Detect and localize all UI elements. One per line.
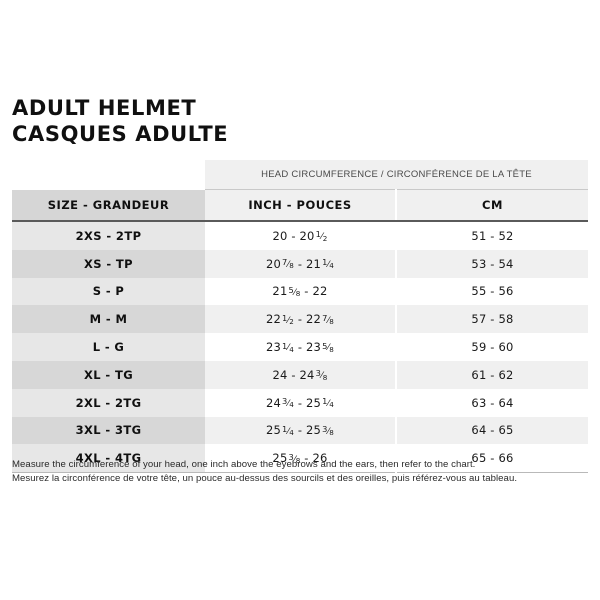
measurement-instructions: Measure the circumference of your head, … [12, 458, 588, 485]
cell-cm: 55 - 56 [396, 277, 588, 306]
instruction-english: Measure the circumference of your head, … [12, 459, 476, 470]
fraction: 3⁄8 [315, 368, 328, 382]
cell-inch: 20 - 201⁄2 [205, 221, 397, 250]
fraction: 1⁄4 [282, 340, 294, 354]
fraction: 3⁄8 [322, 424, 335, 438]
group-header-label: HEAD CIRCUMFERENCE / CIRCONFÉRENCE DE LA… [205, 160, 588, 190]
table-row: 4XL - 4TG 253⁄8 - 26 65 - 66 [12, 444, 588, 474]
column-header-inch: INCH - POUCES [205, 189, 397, 222]
cell-inch: 253⁄8 - 26 [205, 444, 397, 474]
cell-size: L - G [12, 333, 205, 361]
column-header-cm: CM [396, 189, 588, 222]
group-header-row: HEAD CIRCUMFERENCE / CIRCONFÉRENCE DE LA… [12, 160, 588, 190]
group-header-spacer [12, 160, 205, 190]
page-title: ADULT HELMET CASQUES ADULTE [12, 95, 572, 147]
fraction: 3⁄8 [288, 451, 301, 465]
cell-inch: 24 - 243⁄8 [205, 360, 397, 389]
fraction: 5⁄8 [322, 340, 335, 354]
table-row: S - P 215⁄8 - 22 55 - 56 [12, 277, 588, 306]
cell-size: XS - TP [12, 249, 205, 278]
cell-cm: 53 - 54 [396, 249, 588, 278]
fraction: 1⁄2 [315, 229, 328, 243]
cell-cm: 51 - 52 [396, 221, 588, 250]
cell-inch: 207⁄8 - 211⁄4 [205, 249, 397, 278]
title-line-english: ADULT HELMET [12, 96, 197, 120]
table-row: XL - TG 24 - 243⁄8 61 - 62 [12, 360, 588, 389]
cell-cm: 63 - 64 [396, 388, 588, 417]
fraction: 7⁄8 [282, 257, 294, 271]
cell-cm: 59 - 60 [396, 333, 588, 361]
cell-cm: 57 - 58 [396, 305, 588, 334]
table-row: 3XL - 3TG 251⁄4 - 253⁄8 64 - 65 [12, 416, 588, 445]
fraction: 7⁄8 [322, 312, 335, 326]
cell-inch: 251⁄4 - 253⁄8 [205, 416, 397, 445]
cell-size: 3XL - 3TG [12, 416, 205, 445]
title-line-french: CASQUES ADULTE [12, 122, 229, 146]
cell-size: S - P [12, 277, 205, 306]
column-header-size: SIZE - GRANDEUR [12, 189, 205, 222]
fraction: 1⁄4 [322, 257, 335, 271]
fraction: 1⁄2 [282, 312, 294, 326]
cell-cm: 61 - 62 [396, 360, 588, 389]
cell-inch: 215⁄8 - 22 [205, 277, 397, 306]
table-row: 2XS - 2TP 20 - 201⁄2 51 - 52 [12, 221, 588, 250]
table-row: L - G 231⁄4 - 235⁄8 59 - 60 [12, 333, 588, 361]
cell-cm: 65 - 66 [396, 444, 588, 474]
fraction: 5⁄8 [288, 285, 301, 299]
cell-size: 4XL - 4TG [12, 444, 205, 474]
fraction: 1⁄4 [322, 396, 335, 410]
cell-inch: 231⁄4 - 235⁄8 [205, 333, 397, 361]
table-row: XS - TP 207⁄8 - 211⁄4 53 - 54 [12, 249, 588, 278]
cell-size: M - M [12, 305, 205, 334]
cell-size: 2XS - 2TP [12, 221, 205, 250]
size-chart-table: HEAD CIRCUMFERENCE / CIRCONFÉRENCE DE LA… [12, 160, 588, 474]
cell-cm: 64 - 65 [396, 416, 588, 445]
cell-inch: 221⁄2 - 227⁄8 [205, 305, 397, 334]
cell-inch: 243⁄4 - 251⁄4 [205, 388, 397, 417]
column-header-row: SIZE - GRANDEUR INCH - POUCES CM [12, 189, 588, 222]
table-body: HEAD CIRCUMFERENCE / CIRCONFÉRENCE DE LA… [12, 160, 588, 474]
cell-size: XL - TG [12, 360, 205, 389]
cell-size: 2XL - 2TG [12, 388, 205, 417]
fraction: 3⁄4 [282, 396, 294, 410]
size-table-container: HEAD CIRCUMFERENCE / CIRCONFÉRENCE DE LA… [12, 160, 588, 474]
instruction-french: Mesurez la circonférence de votre tête, … [12, 472, 518, 484]
table-row: M - M 221⁄2 - 227⁄8 57 - 58 [12, 305, 588, 334]
table-row: 2XL - 2TG 243⁄4 - 251⁄4 63 - 64 [12, 388, 588, 417]
fraction: 1⁄4 [282, 424, 294, 438]
